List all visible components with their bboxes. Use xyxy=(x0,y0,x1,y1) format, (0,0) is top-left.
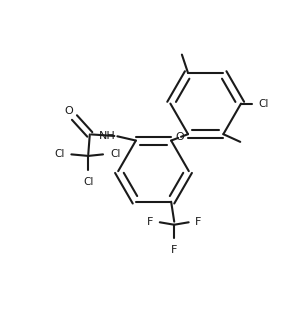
Text: Cl: Cl xyxy=(258,99,268,109)
Text: F: F xyxy=(195,217,201,227)
Text: F: F xyxy=(171,245,177,255)
Text: Cl: Cl xyxy=(83,178,93,187)
Text: Cl: Cl xyxy=(110,149,120,159)
Text: O: O xyxy=(64,106,73,116)
Text: F: F xyxy=(147,217,154,227)
Text: O: O xyxy=(175,132,184,142)
Text: Cl: Cl xyxy=(54,149,64,159)
Text: NH: NH xyxy=(99,131,116,141)
